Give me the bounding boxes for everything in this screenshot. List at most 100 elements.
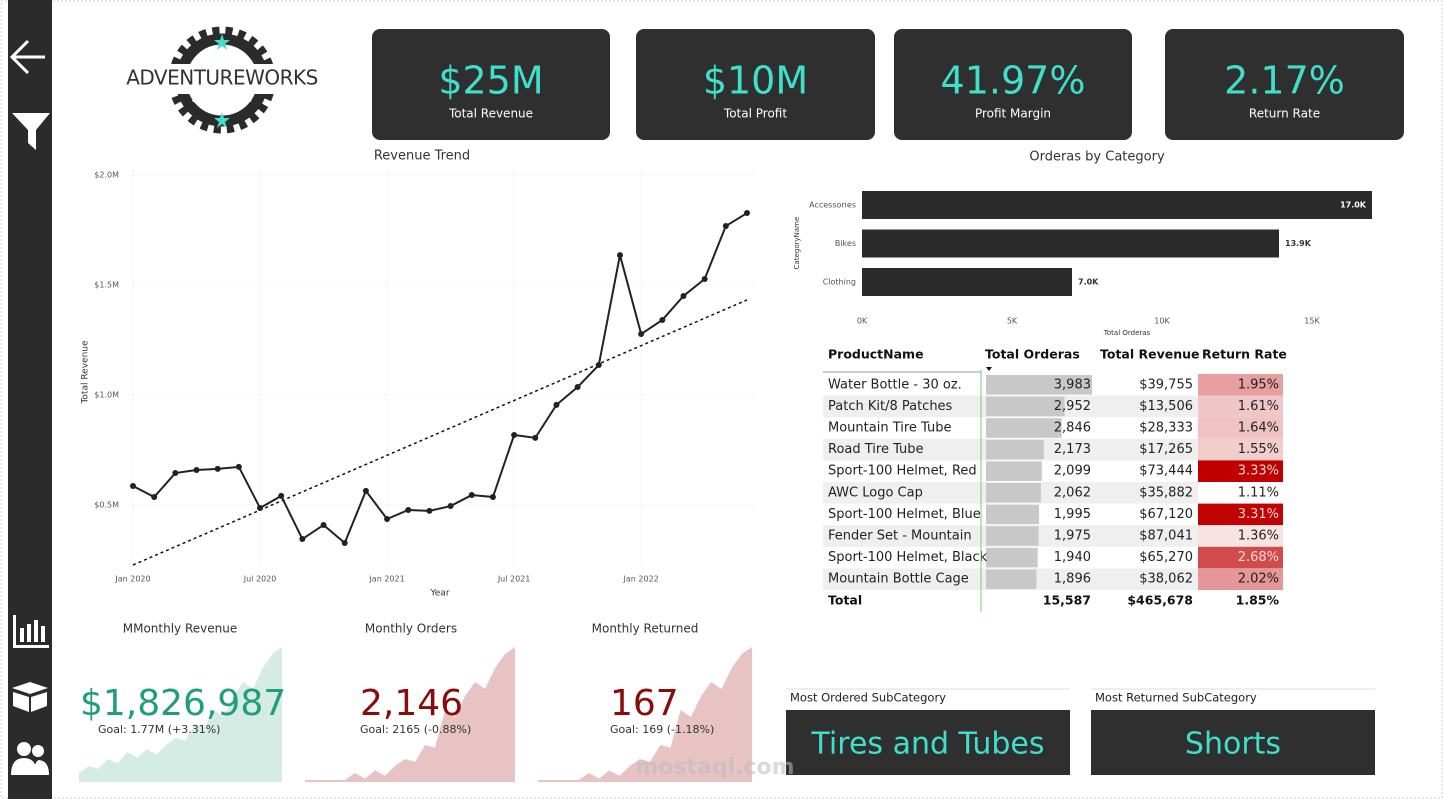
cell: $87,041: [1139, 529, 1193, 544]
box-icon[interactable]: [12, 682, 48, 712]
cell: Water Bottle - 30 oz.: [828, 377, 962, 392]
point: [384, 516, 391, 523]
subcategory-title: Most Ordered SubCategory: [790, 691, 946, 705]
cell: 1.61%: [1238, 399, 1279, 414]
kpi-label: Return Rate: [1249, 107, 1320, 121]
point: [489, 494, 496, 501]
y-tick-label: $1.0M: [94, 390, 119, 399]
x-tick-label: 5K: [1007, 317, 1018, 326]
cell: 2,173: [1054, 442, 1091, 457]
kpi-value: 2.17%: [1224, 59, 1345, 103]
kpi-value: $10M: [703, 59, 808, 103]
x-tick-label: Jul 2020: [243, 575, 277, 584]
subcategory-value: Shorts: [1185, 727, 1281, 762]
point: [130, 483, 136, 490]
cell: $35,882: [1139, 485, 1193, 500]
y-tick-label: Clothing: [823, 278, 856, 287]
column-header: Return Rate: [1202, 347, 1287, 362]
cell: $38,062: [1139, 572, 1193, 587]
cell: AWC Logo Cap: [828, 485, 923, 500]
card-goal: Goal: 1.77M (+3.31%): [98, 723, 220, 736]
cell: 3.31%: [1238, 507, 1279, 522]
subcategory-card: [1091, 710, 1375, 775]
kpi-value: $25M: [438, 59, 543, 103]
cell: 3.33%: [1238, 464, 1279, 479]
point: [574, 384, 581, 391]
row-band: [823, 482, 1283, 504]
card-goal: Goal: 2165 (-0.88%): [360, 723, 471, 736]
x-tick-label: 15K: [1304, 317, 1320, 326]
x-tick-label: Jan 2020: [114, 575, 150, 584]
card-value: 167: [610, 683, 679, 724]
filter-icon[interactable]: [12, 113, 50, 150]
point: [235, 463, 242, 470]
row-band: [823, 568, 1283, 590]
cell: 1.64%: [1238, 421, 1279, 436]
point: [722, 223, 729, 230]
data-label: 7.0K: [1078, 278, 1099, 287]
y-tick-label: $0.5M: [94, 500, 119, 509]
cell: 1,995: [1054, 507, 1091, 522]
data-bar: [986, 483, 1041, 503]
x-tick-label: 10K: [1154, 317, 1170, 326]
cell: $28,333: [1139, 421, 1193, 436]
cell: 1,896: [1054, 572, 1091, 587]
rate-cell: [1198, 460, 1283, 482]
row-band: [823, 525, 1283, 547]
subcategory-value: Tires and Tubes: [811, 727, 1045, 762]
card-value: $1,826,987: [80, 683, 286, 724]
y-tick-label: $2.0M: [94, 171, 119, 180]
point: [701, 276, 708, 283]
data-bar: [986, 526, 1039, 546]
sparkline-area: [538, 647, 752, 782]
point: [511, 432, 518, 438]
rate-cell: [1198, 438, 1283, 461]
total-cell: $465,678: [1127, 593, 1193, 608]
rate-cell: [1198, 374, 1283, 396]
kpi-label: Total Revenue: [448, 107, 533, 121]
report-icon[interactable]: [13, 615, 49, 648]
point: [532, 434, 539, 441]
data-bar: [986, 439, 1044, 460]
total-cell: Total: [828, 593, 862, 608]
data-label: 13.9K: [1285, 239, 1312, 248]
cell: 2,846: [1054, 421, 1091, 436]
back-icon[interactable]: [9, 39, 45, 75]
point: [447, 503, 454, 510]
point: [405, 507, 412, 514]
point: [278, 492, 285, 499]
cell: Road Tire Tube: [828, 442, 924, 457]
kpi-label: Total Profit: [723, 107, 787, 121]
y-tick-label: $1.5M: [94, 280, 119, 289]
cell: 1.36%: [1238, 529, 1279, 544]
cell: 1,975: [1054, 529, 1091, 544]
point: [744, 210, 750, 217]
content: $25M Total Revenue $10M Total Profit 41.97% P…: [79, 29, 1404, 782]
point: [320, 521, 327, 528]
point: [680, 292, 687, 299]
card-title: MMonthly Revenue: [123, 622, 237, 636]
users-icon[interactable]: [11, 742, 49, 775]
cell: 3,983: [1054, 377, 1091, 392]
rate-cell: [1198, 395, 1283, 418]
watermark: mostaql.com: [635, 755, 794, 780]
cell: 1.55%: [1238, 442, 1279, 457]
cell: Fender Set - Mountain: [828, 529, 972, 544]
cell: 2,099: [1054, 464, 1091, 479]
point: [659, 316, 666, 323]
column-header: Total Orderas: [985, 347, 1080, 362]
y-axis-title: CategoryName: [793, 217, 801, 270]
y-tick-label: Accessories: [809, 201, 856, 210]
sparkline-area: [79, 647, 282, 782]
kpi-value: 41.97%: [941, 59, 1086, 103]
subcategory-card: [786, 710, 1070, 775]
rate-cell: [1198, 417, 1283, 439]
x-tick-label: Jul 2021: [497, 575, 531, 584]
x-tick-label: Jan 2021: [368, 575, 404, 584]
cell: 2,062: [1054, 485, 1091, 500]
rate-cell: [1198, 503, 1283, 526]
bar: [862, 229, 1279, 258]
bar: [862, 268, 1072, 296]
